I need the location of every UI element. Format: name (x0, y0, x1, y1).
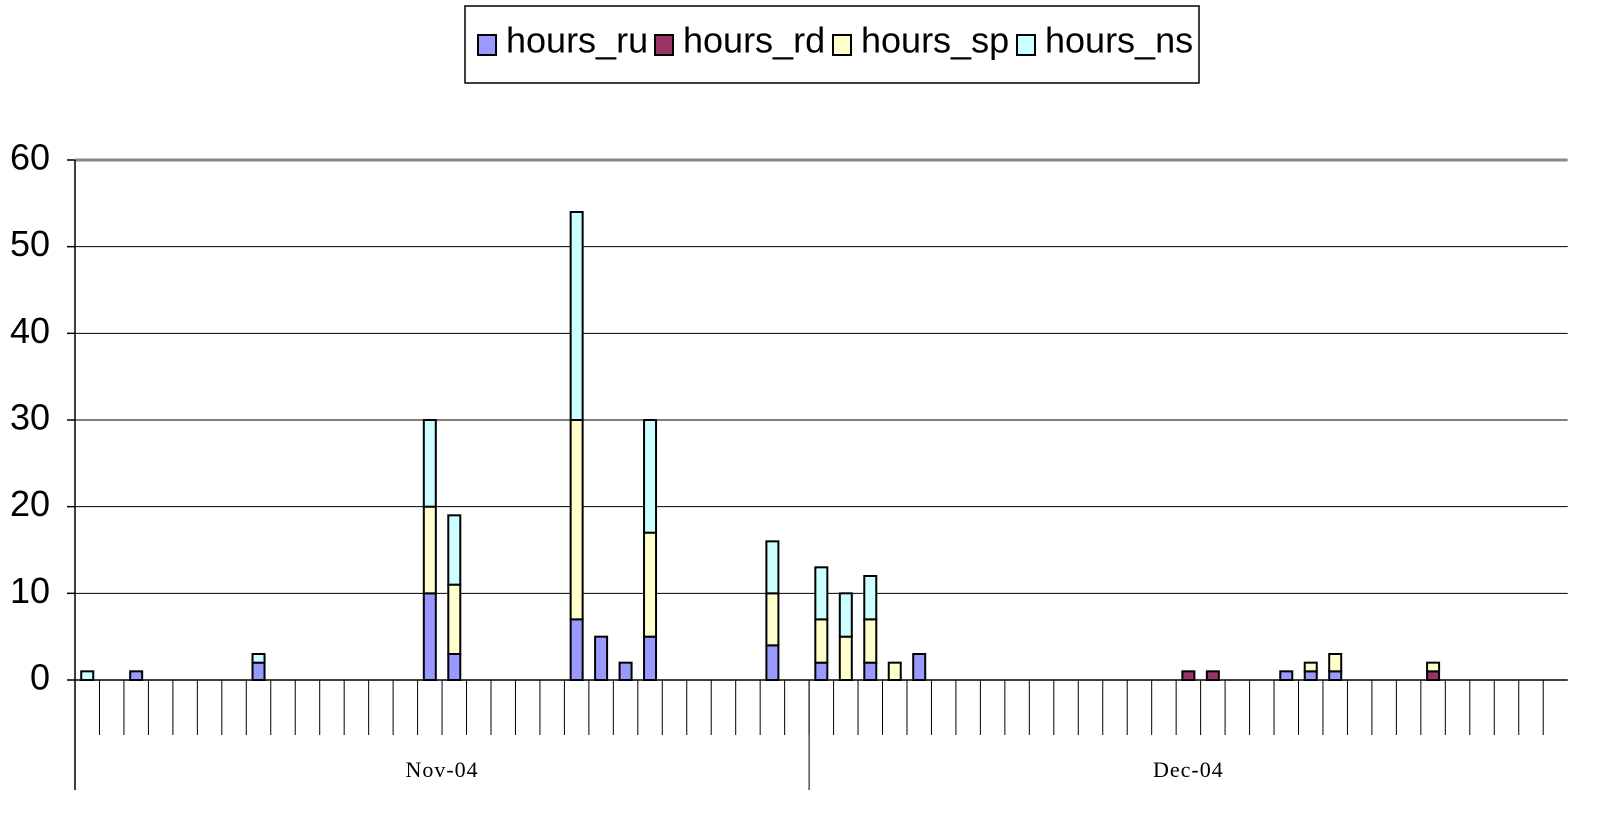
group-label: Nov-04 (405, 757, 478, 782)
bar-segment (447, 653, 462, 681)
bar-segment (765, 592, 780, 647)
bar-segment (1181, 670, 1196, 681)
bar-segment (643, 635, 658, 682)
bar-segment (814, 618, 829, 664)
bar-segment (594, 635, 609, 682)
y-tick-label: 0 (30, 657, 50, 698)
bar-segment (1303, 661, 1318, 673)
bar-segment (447, 583, 462, 656)
legend-label: hours_rd (683, 20, 825, 61)
bar-segment (814, 661, 829, 682)
legend-swatch (1016, 34, 1036, 56)
bar-segment (618, 661, 633, 682)
y-tick-label: 30 (10, 397, 50, 438)
bar-segment (1426, 661, 1441, 673)
legend-swatch (654, 34, 674, 56)
bar-segment (863, 661, 878, 682)
bar-segment (251, 653, 266, 664)
bar-segment (863, 575, 878, 621)
bar-segment (838, 635, 853, 682)
y-tick-label: 40 (10, 310, 50, 351)
bar-segment (129, 670, 144, 681)
bar-segment (422, 419, 437, 508)
bar-segment (1279, 670, 1294, 681)
bar-segment (765, 644, 780, 681)
y-tick-label: 20 (10, 483, 50, 524)
legend-label: hours_ru (506, 20, 648, 61)
bar-segment (569, 211, 584, 421)
legend-swatch (477, 34, 497, 56)
bar-segment (569, 419, 584, 621)
bar-segment (643, 531, 658, 638)
bar-segment (422, 505, 437, 595)
bar-segment (1303, 670, 1318, 681)
y-tick-label: 50 (10, 223, 50, 264)
bar-segment (838, 592, 853, 638)
bar-segment (1328, 653, 1343, 673)
bar-segment (1426, 670, 1441, 681)
bar-segment (863, 618, 878, 664)
bar-segment (447, 514, 462, 586)
legend-label: hours_ns (1045, 20, 1193, 61)
bar-segment (569, 618, 584, 681)
bar-segment (887, 661, 902, 682)
bar-segment (251, 661, 266, 682)
y-tick-label: 60 (10, 137, 50, 178)
legend-label: hours_sp (861, 20, 1009, 61)
group-label: Dec-04 (1153, 757, 1224, 782)
bar-segment (814, 566, 829, 621)
bar-segment (1328, 670, 1343, 681)
bar-segment (912, 653, 927, 681)
y-tick-label: 10 (10, 570, 50, 611)
bar-segment (422, 592, 437, 681)
bar-segment (1205, 670, 1220, 681)
bar-segment (765, 540, 780, 595)
legend-swatch (832, 34, 852, 56)
bar-segment (80, 670, 95, 681)
bar-segment (643, 419, 658, 534)
